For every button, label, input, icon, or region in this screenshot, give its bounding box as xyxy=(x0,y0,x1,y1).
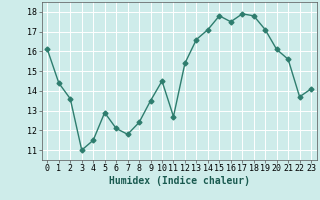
X-axis label: Humidex (Indice chaleur): Humidex (Indice chaleur) xyxy=(109,176,250,186)
